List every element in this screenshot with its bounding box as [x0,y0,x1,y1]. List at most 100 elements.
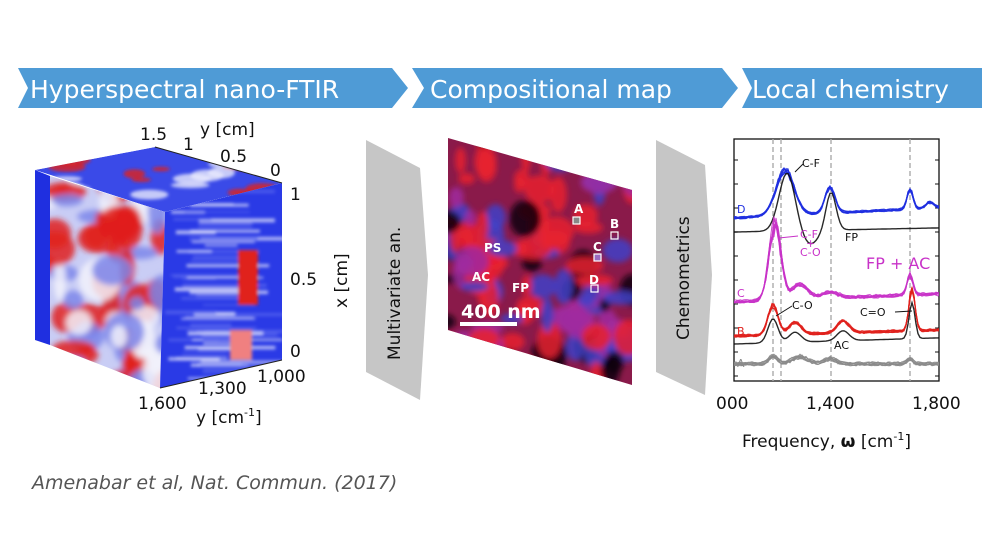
cube-top-axis-label: y [cm] [200,120,255,140]
cube-texture-stripe [190,203,249,207]
annotation-ac: AC [834,339,849,352]
map-texture-blob [528,274,557,299]
map-point-label-a: A [574,202,584,216]
banner-label: Compositional map [430,75,672,104]
cube-texture-blob [207,167,235,179]
cube-texture-blob [50,193,83,207]
map-texture-blob [542,140,579,172]
map-texture-blob [529,358,567,385]
cube-texture-stripe [173,218,212,221]
map-point-label-d: D [589,273,599,287]
x-tick-label: 1,400 [806,394,855,414]
map-texture-blob [538,216,575,246]
map-texture-blob [509,200,541,237]
cube-texture-stripe [165,310,216,315]
map-scale-bar-label: 400 nm [461,301,541,323]
map-texture-blob [448,348,462,361]
cube-texture-blob [52,340,96,358]
map-texture-blob [476,211,489,242]
spectrum-curve [734,167,939,219]
peak-guide-lines [772,139,911,381]
cube-texture-stripe [199,365,258,368]
process-arrow-label: Multivariate an. [385,227,405,360]
map-texture-blob [559,145,583,159]
cube-side-tick: 1 [290,185,301,205]
cube-bottom-axis-line [159,359,283,389]
map-texture-blob [448,314,456,330]
banner-label: Hyperspectral nano-FTIR [30,75,339,104]
map-texture-blob [468,328,500,350]
cube-texture-stripe [189,249,260,254]
cube-texture-stripe [176,250,212,253]
cube-bottom-tick: 1,600 [138,394,187,414]
map-texture-blob [476,152,497,183]
map-texture-blob [477,138,489,152]
banner-hyperspectral: Hyperspectral nano-FTIR [18,68,408,108]
map-texture-blob [455,147,466,174]
cube-top-axis-line [154,146,283,184]
spectrum-curve [734,217,939,304]
cube-texture-stripe [182,352,228,355]
cube-texture-stripe [181,297,253,300]
cube-top-tick: 0.5 [220,147,247,167]
cube-texture-stripe [190,323,232,328]
banner-local-chemistry: Local chemistry [742,68,982,108]
annotation-cf: C-F [802,157,820,170]
process-arrow-shape [366,140,420,400]
map-texture-blob [565,331,585,361]
map-texture-blob [485,204,506,231]
map-texture-blob [537,320,562,359]
cube-texture-stripe [198,218,275,223]
cube-texture-stripe [168,357,220,361]
process-arrow-chemometrics: Chemometrics [656,140,712,395]
citation: Amenabar et al, Nat. Commun. (2017) [32,472,398,494]
cube-top-tick: 0 [270,161,281,181]
process-arrow-shape [656,140,712,395]
cube-bottom-tick: 1,000 [257,367,306,387]
cube-texture-blob [142,349,165,388]
cube-texture-stripe [189,290,269,295]
cube-texture-stripe [181,317,256,320]
map-texture-blob [605,151,622,184]
cube-texture-stripe [191,259,239,262]
map-texture-blob [600,356,620,385]
x-tick-label: 1,800 [912,394,961,414]
map-texture-blob [454,246,489,277]
map-texture-blob [575,274,614,287]
cube-texture-blob [122,352,139,375]
cube-texture-blob [98,205,140,244]
cube-texture-stripe [196,330,228,332]
map-texture-blob [602,238,632,263]
x-axis-label: Frequency, ω [cm-1] [742,430,911,452]
map-texture-blob [603,290,632,305]
cube-texture-stripe [203,342,239,345]
cube-texture-stripe [187,331,264,336]
cube-texture-stripe [175,230,216,235]
cube-texture-blob [131,177,151,183]
map-texture-blob [465,209,476,226]
cube-texture-stripe [172,274,246,278]
cube-texture-stripe [184,211,250,213]
x-tick-label: 000 [716,394,748,414]
map-texture-blob [463,371,485,385]
map-texture-blob [487,240,518,257]
map-texture-blob [521,274,532,297]
cube-top-tick: 1 [183,135,194,155]
map-texture-blob [622,170,632,197]
cube-texture-blob [65,310,92,335]
map-texture-blob [554,268,573,305]
process-arrow-label: Chemometrics [674,216,694,340]
map-texture-blob [500,313,524,324]
cube-texture-blob [50,231,76,267]
cube-texture-stripe [190,229,260,233]
cube-texture-stripe [204,244,238,247]
annotation-fp: FP [845,231,858,244]
spectrum-curve [734,354,939,365]
map-point-b-marker [610,231,619,240]
map-region-label-ps: PS [484,241,501,255]
map-texture-blob [589,361,603,385]
cube-texture-blob [130,189,169,200]
map-texture-blob [549,176,567,213]
map-texture-blob [448,333,464,355]
map-texture-blob [537,138,557,155]
